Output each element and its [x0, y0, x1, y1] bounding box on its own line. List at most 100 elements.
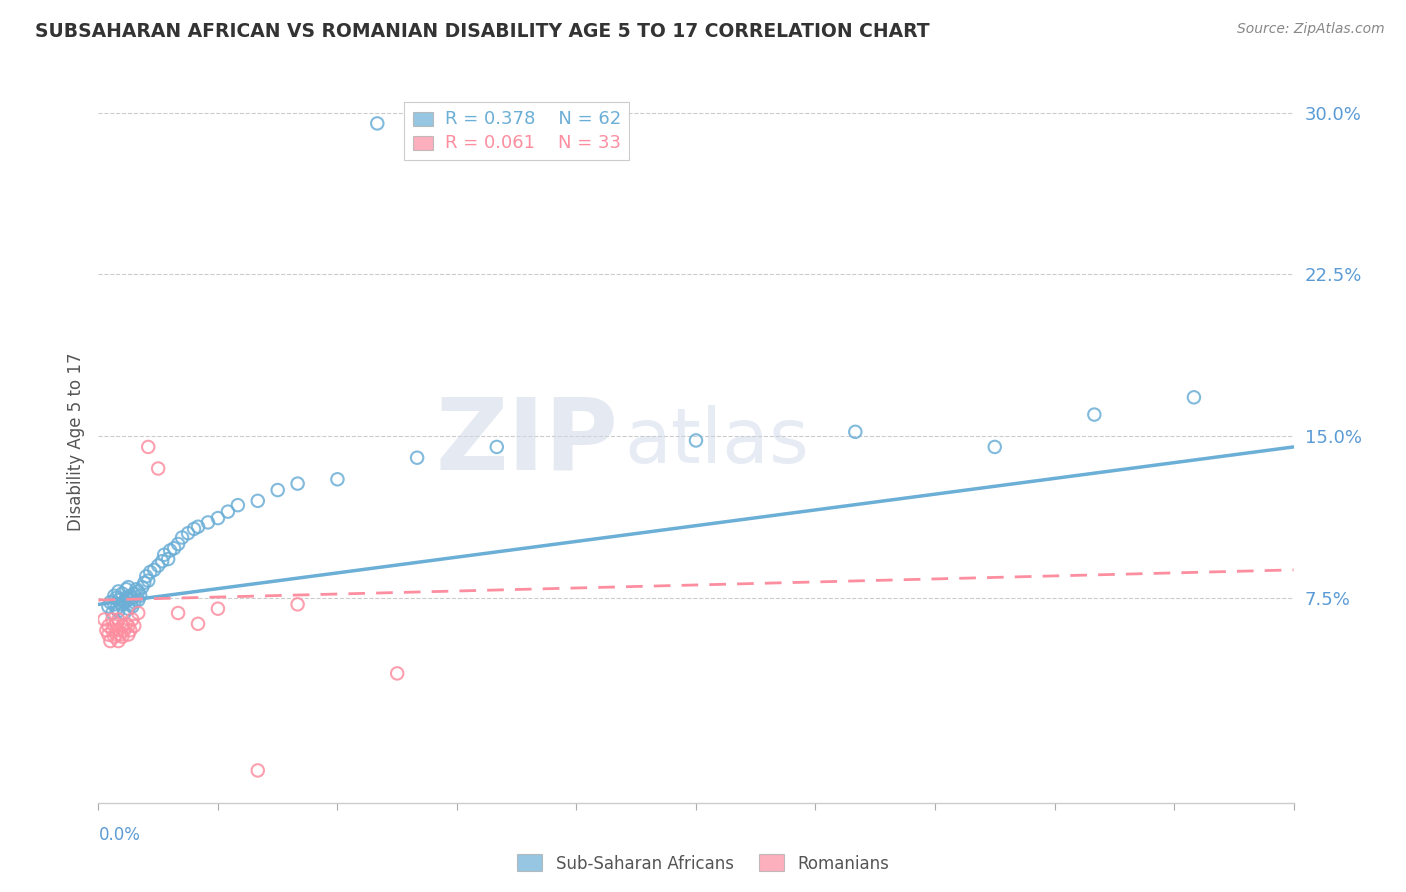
Point [685, 434, 707, 448]
Text: 0.0%: 0.0% [98, 826, 141, 844]
Point [127, 593, 149, 607]
Point [984, 440, 1007, 454]
Point [101, 612, 124, 626]
Text: ZIP: ZIP [436, 393, 619, 490]
Legend: Sub-Saharan Africans, Romanians: Sub-Saharan Africans, Romanians [510, 847, 896, 880]
Point [163, 541, 186, 556]
Point [107, 624, 129, 638]
Point [150, 554, 173, 568]
Point [127, 584, 149, 599]
Text: atlas: atlas [624, 405, 808, 478]
Point [107, 612, 129, 626]
Point [187, 616, 209, 631]
Point [105, 601, 128, 615]
Point [127, 606, 149, 620]
Point [103, 589, 125, 603]
Point [105, 591, 128, 605]
Point [129, 589, 152, 603]
Point [485, 440, 508, 454]
Point [111, 586, 134, 600]
Point [121, 599, 143, 614]
Point [110, 627, 132, 641]
Point [121, 612, 143, 626]
Point [120, 589, 142, 603]
Point [183, 522, 205, 536]
Point [120, 624, 142, 638]
Legend: R = 0.378    N = 62, R = 0.061    N = 33: R = 0.378 N = 62, R = 0.061 N = 33 [405, 102, 628, 160]
Point [148, 558, 170, 573]
Point [134, 575, 156, 590]
Point [112, 624, 135, 638]
Point [326, 472, 349, 486]
Point [96, 624, 118, 638]
Point [112, 606, 135, 620]
Point [131, 580, 153, 594]
Point [120, 598, 142, 612]
Point [111, 598, 134, 612]
Point [226, 498, 249, 512]
Point [107, 634, 129, 648]
Point [111, 619, 134, 633]
Point [159, 543, 181, 558]
Point [246, 493, 269, 508]
Point [117, 601, 139, 615]
Point [287, 598, 309, 612]
Point [103, 598, 125, 612]
Point [101, 624, 124, 638]
Point [117, 619, 139, 633]
Point [107, 584, 129, 599]
Point [93, 612, 115, 626]
Point [115, 582, 138, 597]
Point [177, 526, 200, 541]
Point [107, 604, 129, 618]
Text: Source: ZipAtlas.com: Source: ZipAtlas.com [1237, 22, 1385, 37]
Point [135, 569, 157, 583]
Y-axis label: Disability Age 5 to 17: Disability Age 5 to 17 [66, 352, 84, 531]
Point [153, 548, 176, 562]
Point [103, 630, 125, 644]
Point [117, 593, 139, 607]
Point [97, 599, 120, 614]
Point [103, 619, 125, 633]
Point [124, 595, 146, 609]
Point [112, 595, 135, 609]
Point [105, 627, 128, 641]
Point [136, 440, 159, 454]
Point [101, 606, 124, 620]
Point [366, 116, 388, 130]
Point [98, 595, 122, 609]
Point [1083, 408, 1105, 422]
Point [97, 627, 120, 641]
Point [107, 593, 129, 607]
Text: SUBSAHARAN AFRICAN VS ROMANIAN DISABILITY AGE 5 TO 17 CORRELATION CHART: SUBSAHARAN AFRICAN VS ROMANIAN DISABILIT… [35, 22, 929, 41]
Point [121, 591, 143, 605]
Point [187, 520, 209, 534]
Point [157, 552, 180, 566]
Point [111, 630, 134, 644]
Point [124, 619, 146, 633]
Point [136, 574, 159, 588]
Point [115, 591, 138, 605]
Point [139, 565, 162, 579]
Point [124, 586, 146, 600]
Point [207, 601, 229, 615]
Point [267, 483, 290, 497]
Point [287, 476, 309, 491]
Point [167, 537, 190, 551]
Point [97, 619, 120, 633]
Point [117, 580, 139, 594]
Point [385, 666, 409, 681]
Point [105, 616, 128, 631]
Point [115, 616, 138, 631]
Point [1182, 390, 1205, 404]
Point [172, 531, 194, 545]
Point [844, 425, 866, 439]
Point [217, 505, 239, 519]
Point [246, 764, 269, 778]
Point [197, 516, 219, 530]
Point [406, 450, 429, 465]
Point [125, 582, 148, 597]
Point [148, 461, 170, 475]
Point [98, 634, 122, 648]
Point [117, 627, 139, 641]
